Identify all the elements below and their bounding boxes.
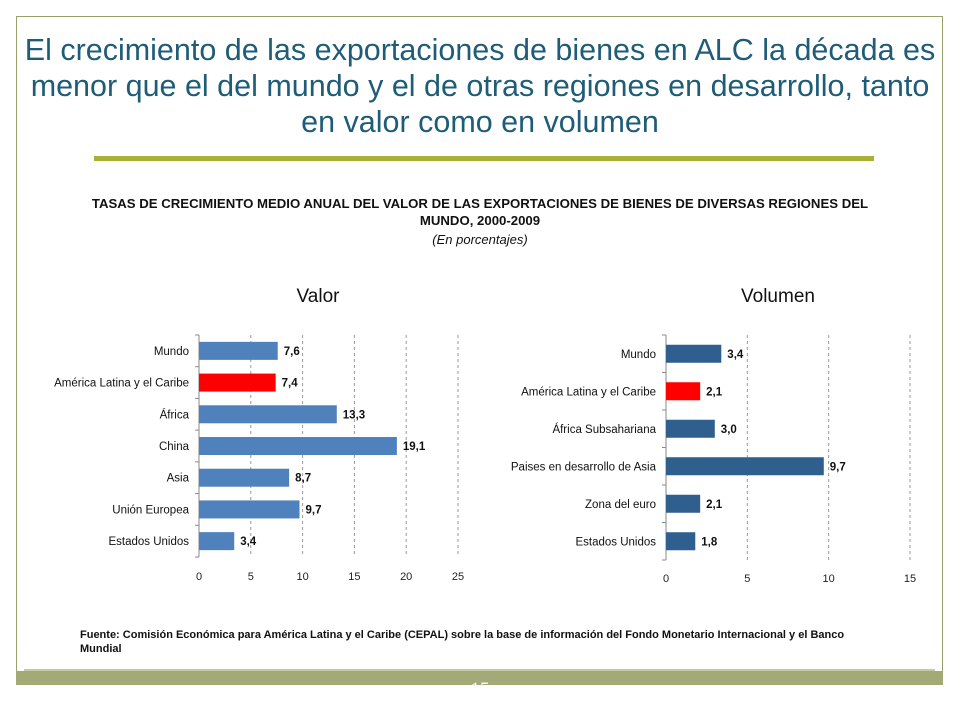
- valor-x-tick-label: 5: [248, 571, 254, 583]
- volumen-bar: [666, 419, 715, 438]
- footer-bar: [16, 671, 943, 685]
- volumen-data-label: 3,0: [721, 424, 737, 436]
- valor-category-label: China: [159, 441, 190, 453]
- footer-line: [24, 669, 935, 671]
- volumen-chart-title: Volumen: [741, 286, 815, 307]
- page-number: 15: [470, 679, 490, 700]
- volumen-x-tick-label: 15: [904, 573, 916, 585]
- valor-category-label: Asia: [167, 473, 190, 485]
- volumen-category-label: Mundo: [621, 349, 656, 361]
- volumen-bar: [666, 532, 696, 551]
- volumen-data-label: 3,4: [727, 349, 744, 361]
- valor-bar: [199, 341, 278, 360]
- valor-data-label: 7,4: [282, 378, 299, 390]
- volumen-x-tick-label: 0: [663, 573, 669, 585]
- volumen-data-label: 1,8: [701, 536, 718, 548]
- valor-data-label: 13,3: [343, 409, 365, 421]
- valor-data-label: 7,6: [284, 346, 300, 358]
- volumen-category-label: Estados Unidos: [575, 536, 656, 548]
- volumen-data-label: 2,1: [706, 499, 723, 511]
- valor-category-label: Estados Unidos: [108, 536, 189, 548]
- source-note: Fuente: Comisión Económica para América …: [80, 628, 880, 656]
- source-label: Fuente:: [80, 629, 120, 641]
- volumen-category-label: América Latina y el Caribe: [521, 386, 656, 398]
- source-text: Comisión Económica para América Latina y…: [80, 629, 845, 655]
- valor-bar: [199, 437, 397, 455]
- title-underline: [94, 156, 874, 161]
- valor-bar: [199, 468, 290, 487]
- volumen-bar: [666, 494, 701, 513]
- slide-title: El crecimiento de las exportaciones de b…: [24, 33, 936, 139]
- valor-bar: [199, 373, 276, 392]
- volumen-category-label: Zona del euro: [585, 499, 656, 511]
- volumen-category-label: Paises en desarrollo de Asia: [511, 461, 657, 473]
- volumen-category-label: África Subsahariana: [552, 423, 656, 436]
- volumen-bar: [666, 382, 701, 401]
- figure-subtitle: (En porcentajes): [432, 232, 528, 247]
- volumen-data-label: 9,7: [830, 461, 846, 473]
- slide-frame: [16, 16, 943, 685]
- valor-x-tick-label: 10: [296, 571, 308, 583]
- valor-category-label: Mundo: [154, 346, 189, 358]
- valor-x-tick-label: 0: [196, 571, 202, 583]
- valor-data-label: 3,4: [240, 536, 257, 548]
- volumen-bar: [666, 457, 824, 476]
- volumen-x-tick-label: 5: [744, 573, 750, 585]
- valor-data-label: 9,7: [305, 504, 321, 516]
- valor-x-tick-label: 15: [348, 571, 360, 583]
- valor-x-tick-label: 25: [452, 571, 464, 583]
- volumen-data-label: 2,1: [706, 386, 723, 398]
- volumen-x-tick-label: 10: [823, 573, 835, 585]
- valor-category-label: América Latina y el Caribe: [54, 378, 189, 390]
- valor-category-label: Unión Europea: [112, 504, 189, 516]
- valor-data-label: 8,7: [295, 473, 311, 485]
- valor-data-label: 19,1: [403, 441, 426, 453]
- valor-x-tick-label: 20: [400, 571, 412, 583]
- valor-bar: [199, 405, 337, 424]
- volumen-bar: [666, 344, 722, 363]
- valor-chart-title: Valor: [296, 286, 340, 307]
- valor-category-label: África: [160, 408, 190, 421]
- valor-bar: [199, 500, 300, 519]
- figure-title: TASAS DE CRECIMIENTO MEDIO ANUAL DEL VAL…: [91, 196, 869, 228]
- valor-bar: [199, 532, 235, 551]
